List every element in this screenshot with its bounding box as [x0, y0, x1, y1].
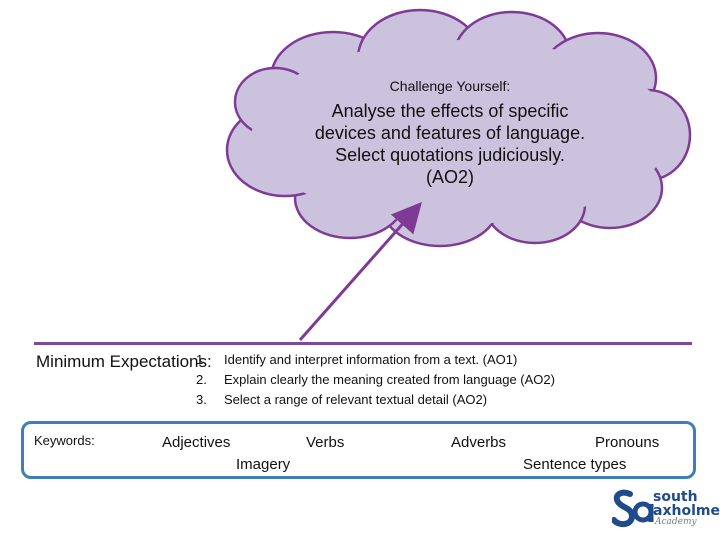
cloud-heading: Challenge Yourself:	[389, 78, 511, 94]
logo-line2: axholme	[653, 503, 720, 519]
expectation-text: Explain clearly the meaning created from…	[224, 372, 555, 387]
section-divider	[34, 342, 692, 345]
minimum-expectations-label: Minimum Expectations:	[36, 352, 212, 371]
expectation-item: 3. Select a range of relevant textual det…	[196, 390, 555, 410]
cloud-text: Challenge Yourself: Analyse the effects …	[300, 78, 600, 188]
keyword-verbs: Verbs	[306, 434, 345, 451]
cloud-line: (AO2)	[425, 167, 474, 187]
sa-monogram-icon	[612, 489, 654, 528]
cloud-line: Analyse the effects of specific	[331, 101, 569, 121]
expectation-text: Select a range of relevant textual detai…	[224, 392, 488, 407]
keywords-box	[21, 421, 696, 479]
logo-line1: south	[653, 489, 698, 505]
keyword-imagery: Imagery	[236, 456, 291, 473]
expectation-item: 2. Explain clearly the meaning created fr…	[196, 370, 555, 390]
pointer-arrow	[298, 202, 422, 341]
keywords-label: Keywords:	[34, 433, 95, 448]
expectation-number: 1.	[196, 352, 207, 367]
expectation-number: 3.	[196, 392, 207, 407]
keyword-adverbs: Adverbs	[451, 434, 507, 451]
expectations-list: 1. Identify and interpret information fro…	[196, 350, 555, 410]
keyword-sentence-types: Sentence types	[523, 456, 627, 473]
logo-subtitle: Academy	[655, 517, 697, 527]
expectation-item: 1. Identify and interpret information fro…	[196, 350, 555, 370]
cloud-line: Select quotations judiciously.	[335, 145, 565, 165]
keyword-pronouns: Pronouns	[595, 434, 660, 451]
expectation-text: Identify and interpret information from …	[224, 352, 518, 367]
school-logo: south axholme Academy	[612, 486, 720, 540]
cloud-line: devices and features of language.	[314, 123, 586, 143]
expectation-number: 2.	[196, 372, 207, 387]
keyword-adjectives: Adjectives	[162, 434, 231, 451]
